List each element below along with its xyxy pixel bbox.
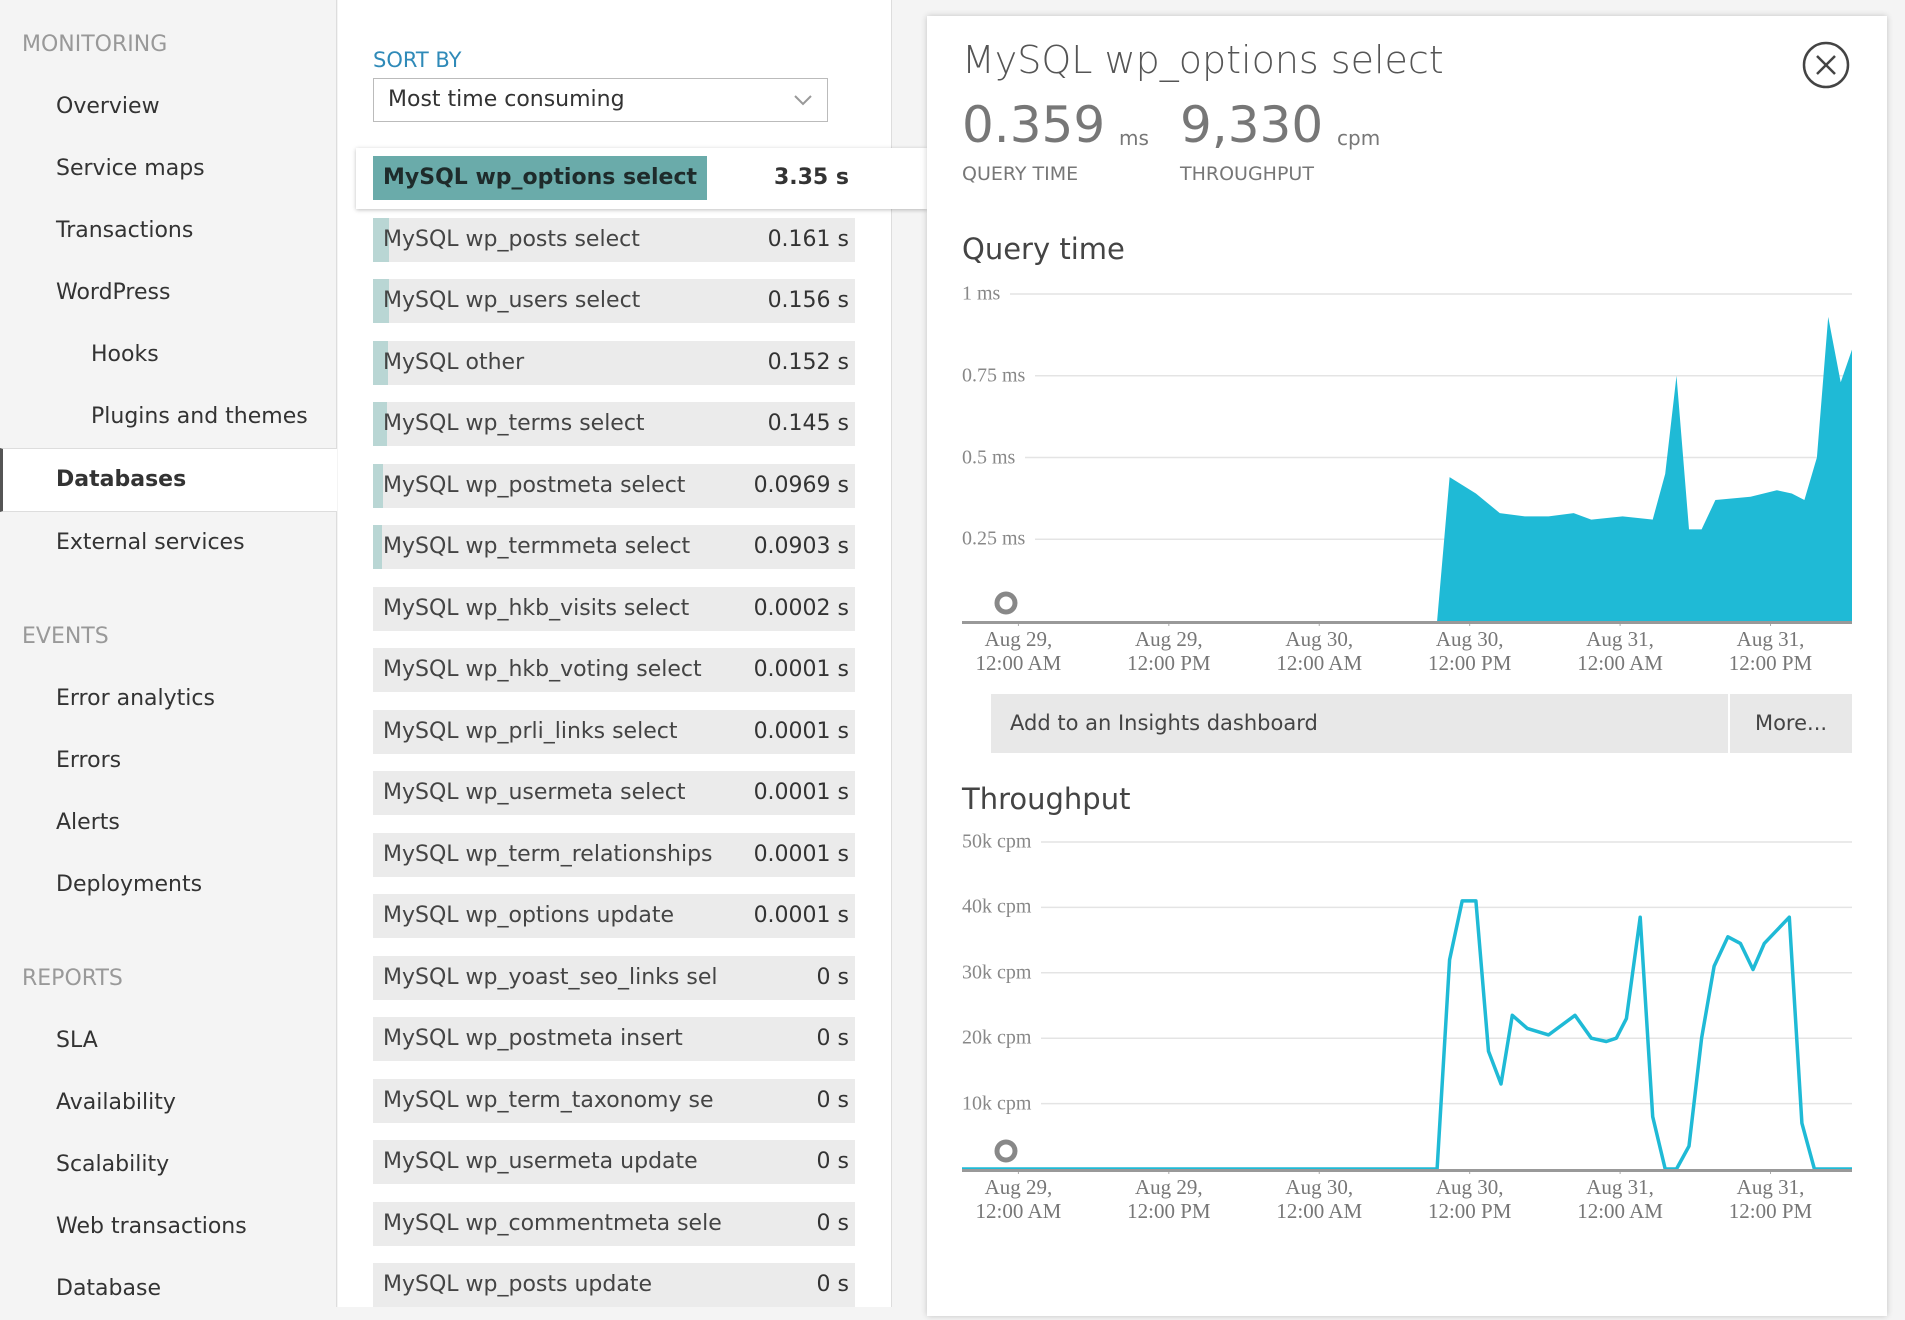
query-time: 0 s xyxy=(811,956,849,1000)
x-tick-label: Aug 31, 12:00 AM xyxy=(1568,1175,1672,1223)
query-name: MySQL wp_posts update xyxy=(383,1263,652,1307)
metric-label: QUERY TIME xyxy=(962,163,1078,185)
query-name: MySQL wp_commentmeta sele xyxy=(383,1202,722,1246)
query-time: 0 s xyxy=(811,1079,849,1123)
metric-value: 0.359 xyxy=(962,96,1105,154)
query-name: MySQL wp_yoast_seo_links sel xyxy=(383,956,717,1000)
query-name: MySQL wp_prli_links select xyxy=(383,710,677,754)
area xyxy=(962,317,1852,621)
query-time: 0 s xyxy=(811,1017,849,1061)
query-row[interactable]: MySQL wp_postmeta insert 0 s xyxy=(373,1017,855,1061)
query-time: 0 s xyxy=(811,1263,849,1307)
query-row[interactable]: MySQL wp_hkb_voting select 0.0001 s xyxy=(373,648,855,692)
query-time: 0.0001 s xyxy=(748,710,849,754)
metric-value: 9,330 xyxy=(1180,96,1323,154)
query-row[interactable]: MySQL wp_hkb_visits select 0.0002 s xyxy=(373,587,855,631)
query-time: 3.35 s xyxy=(768,156,849,200)
query-name: MySQL wp_term_taxonomy se xyxy=(383,1079,714,1123)
x-tick-label: Aug 30, 12:00 AM xyxy=(1267,627,1371,675)
y-tick-label: 10k cpm xyxy=(962,1092,1041,1115)
query-name: MySQL wp_terms select xyxy=(383,402,645,446)
query-name: MySQL wp_term_relationships xyxy=(383,833,713,877)
x-tick-label: Aug 29, 12:00 AM xyxy=(966,627,1070,675)
x-tick-label: Aug 31, 12:00 PM xyxy=(1719,627,1823,675)
query-time: 0.161 s xyxy=(762,218,849,262)
query-time: 0 s xyxy=(811,1202,849,1246)
query-name: MySQL wp_usermeta select xyxy=(383,771,686,815)
chart-title: Query time xyxy=(962,232,1125,266)
query-name: MySQL wp_termmeta select xyxy=(383,525,690,569)
query-time: 0.152 s xyxy=(762,341,849,385)
query-row[interactable]: MySQL wp_yoast_seo_links sel 0 s xyxy=(373,956,855,1000)
metric-unit: ms xyxy=(1119,126,1149,150)
y-tick-label: 0.5 ms xyxy=(962,446,1025,469)
marker xyxy=(997,594,1015,612)
query-row[interactable]: MySQL other 0.152 s xyxy=(373,341,855,385)
query-name: MySQL wp_postmeta select xyxy=(383,464,685,508)
query-row[interactable]: MySQL wp_options update 0.0001 s xyxy=(373,894,855,938)
x-tick-label: Aug 30, 12:00 PM xyxy=(1418,1175,1522,1223)
x-tick-label: Aug 31, 12:00 AM xyxy=(1568,627,1672,675)
y-tick-label: 1 ms xyxy=(962,283,1010,306)
y-tick-label: 40k cpm xyxy=(962,896,1041,919)
query-time: 0.0001 s xyxy=(748,771,849,815)
query-time: 0.0001 s xyxy=(748,648,849,692)
query-time: 0.0001 s xyxy=(748,894,849,938)
query-name: MySQL wp_posts select xyxy=(383,218,640,262)
query-name: MySQL wp_usermeta update xyxy=(383,1140,698,1184)
query-name: MySQL wp_hkb_visits select xyxy=(383,587,689,631)
query-row[interactable]: MySQL wp_postmeta select 0.0969 s xyxy=(373,464,855,508)
query-row[interactable]: MySQL wp_prli_links select 0.0001 s xyxy=(373,710,855,754)
query-name: MySQL wp_hkb_voting select xyxy=(383,648,702,692)
query-time: 0.0001 s xyxy=(748,833,849,877)
query-name: MySQL wp_users select xyxy=(383,279,640,323)
query-time: 0.0903 s xyxy=(748,525,849,569)
query-bar xyxy=(373,464,383,508)
query-bar xyxy=(373,525,382,569)
line xyxy=(962,901,1852,1169)
y-tick-label: 30k cpm xyxy=(962,961,1041,984)
query-time: 0 s xyxy=(811,1140,849,1184)
query-row[interactable]: MySQL wp_posts select 0.161 s xyxy=(373,218,855,262)
x-tick-label: Aug 30, 12:00 PM xyxy=(1418,627,1522,675)
query-row[interactable]: MySQL wp_users select 0.156 s xyxy=(373,279,855,323)
query-row[interactable]: MySQL wp_usermeta select 0.0001 s xyxy=(373,771,855,815)
x-tick-label: Aug 29, 12:00 AM xyxy=(966,1175,1070,1223)
chart-title: Throughput xyxy=(962,782,1130,816)
query-time: 0.156 s xyxy=(762,279,849,323)
y-tick-label: 20k cpm xyxy=(962,1027,1041,1050)
y-tick-label: 50k cpm xyxy=(962,831,1041,854)
query-row[interactable]: MySQL wp_posts update 0 s xyxy=(373,1263,855,1307)
query-row[interactable]: MySQL wp_termmeta select 0.0903 s xyxy=(373,525,855,569)
query-row[interactable]: MySQL wp_term_taxonomy se 0 s xyxy=(373,1079,855,1123)
query-row[interactable]: MySQL wp_usermeta update 0 s xyxy=(373,1140,855,1184)
y-tick-label: 0.25 ms xyxy=(962,528,1035,551)
metric-label: THROUGHPUT xyxy=(1180,163,1314,185)
query-time: 0.0969 s xyxy=(748,464,849,508)
query-name: MySQL wp_postmeta insert xyxy=(383,1017,683,1061)
query-row[interactable]: MySQL wp_terms select 0.145 s xyxy=(373,402,855,446)
query-name: MySQL other xyxy=(383,341,524,385)
x-tick-label: Aug 29, 12:00 PM xyxy=(1117,627,1221,675)
x-tick-label: Aug 29, 12:00 PM xyxy=(1117,1175,1221,1223)
query-row[interactable]: MySQL wp_options select 3.35 s xyxy=(373,156,855,200)
x-tick-label: Aug 30, 12:00 AM xyxy=(1267,1175,1371,1223)
x-tick-label: Aug 31, 12:00 PM xyxy=(1719,1175,1823,1223)
query-time: 0.145 s xyxy=(762,402,849,446)
y-tick-label: 0.75 ms xyxy=(962,364,1035,387)
marker xyxy=(997,1142,1015,1160)
query-name: MySQL wp_options select xyxy=(383,156,697,200)
query-row[interactable]: MySQL wp_commentmeta sele 0 s xyxy=(373,1202,855,1246)
query-row[interactable]: MySQL wp_term_relationships 0.0001 s xyxy=(373,833,855,877)
query-name: MySQL wp_options update xyxy=(383,894,674,938)
query-time: 0.0002 s xyxy=(748,587,849,631)
metric-unit: cpm xyxy=(1337,126,1380,150)
